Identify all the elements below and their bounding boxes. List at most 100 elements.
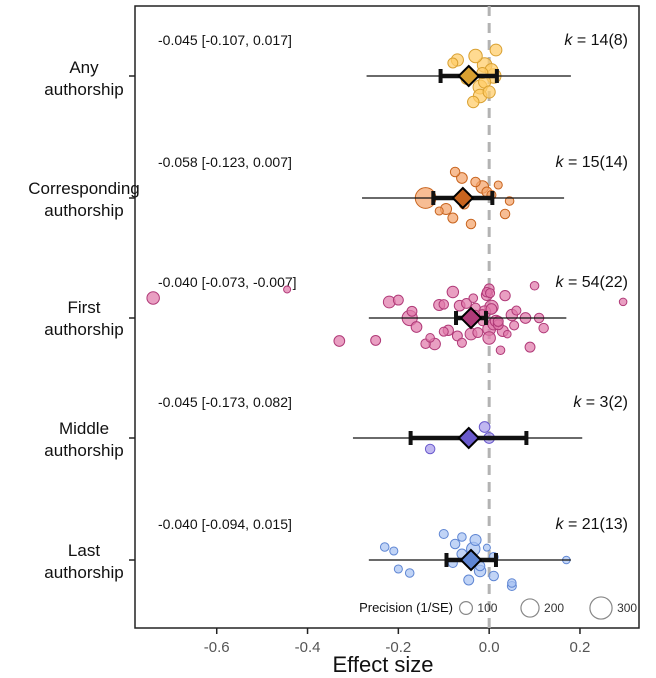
data-point bbox=[370, 334, 382, 346]
k-symbol: k bbox=[564, 32, 573, 49]
data-point bbox=[449, 538, 461, 550]
group-label-line2: authorship bbox=[44, 441, 123, 460]
data-point bbox=[538, 322, 549, 334]
data-point bbox=[485, 303, 498, 315]
k-text: k = 3(2) bbox=[573, 394, 628, 411]
data-point bbox=[499, 289, 511, 302]
data-point bbox=[404, 568, 415, 578]
data-point bbox=[392, 294, 404, 306]
group-label-line2: authorship bbox=[44, 201, 123, 220]
pooled-estimate-diamond bbox=[457, 426, 481, 450]
k-text: k = 21(13) bbox=[556, 516, 628, 533]
data-point bbox=[146, 291, 160, 305]
precision-legend: Precision (1/SE) 100 200 300 bbox=[359, 596, 637, 620]
k-symbol: k bbox=[573, 394, 582, 411]
data-point bbox=[424, 443, 436, 455]
x-tick-label: -0.6 bbox=[204, 639, 230, 656]
x-tick-label: 0.0 bbox=[479, 639, 500, 656]
data-point bbox=[438, 326, 449, 337]
data-point bbox=[438, 299, 450, 310]
group-label-line1: Corresponding bbox=[28, 179, 140, 198]
pooled-estimate-diamond bbox=[459, 306, 483, 330]
data-point bbox=[457, 532, 467, 542]
data-point bbox=[469, 533, 482, 547]
data-point bbox=[410, 321, 423, 333]
data-point bbox=[495, 345, 506, 356]
data-point bbox=[465, 218, 477, 230]
group-any: Any authorship -0.045 [-0.107, 0.017] k = 1… bbox=[44, 32, 628, 109]
data-point bbox=[379, 542, 390, 552]
legend-title: Precision (1/SE) bbox=[359, 600, 453, 615]
ci-text: -0.045 [-0.173, 0.082] bbox=[158, 394, 292, 410]
data-point bbox=[461, 297, 472, 309]
legend-size-circle bbox=[459, 600, 474, 615]
data-point bbox=[509, 320, 520, 331]
group-label-line1: First bbox=[67, 298, 100, 317]
data-point bbox=[478, 421, 491, 433]
ci-text: -0.045 [-0.107, 0.017] bbox=[158, 32, 292, 48]
ci-text: -0.058 [-0.123, 0.007] bbox=[158, 154, 292, 170]
groups-layer: Any authorship -0.045 [-0.107, 0.017] k = 1… bbox=[28, 32, 628, 592]
data-point bbox=[472, 327, 484, 339]
k-value: = 54(22) bbox=[564, 274, 628, 291]
legend-size-label: 100 bbox=[477, 601, 497, 615]
group-label-line2: authorship bbox=[44, 80, 123, 99]
x-tick-label: 0.2 bbox=[570, 639, 591, 656]
x-tick-label: -0.4 bbox=[295, 639, 321, 656]
data-point bbox=[456, 337, 467, 348]
legend-size-circle bbox=[589, 596, 613, 620]
data-point bbox=[511, 305, 522, 316]
data-point bbox=[283, 285, 292, 294]
data-point bbox=[468, 48, 483, 64]
data-point bbox=[529, 280, 540, 291]
data-point bbox=[618, 297, 628, 307]
group-first: First authorship -0.040 [-0.073, -0.007] k … bbox=[44, 274, 628, 356]
k-symbol: k bbox=[556, 516, 565, 533]
data-point bbox=[489, 43, 503, 57]
k-text: k = 54(22) bbox=[556, 274, 628, 291]
data-point bbox=[482, 85, 496, 99]
data-point bbox=[482, 331, 496, 345]
data-point bbox=[463, 574, 475, 586]
data-point bbox=[470, 176, 481, 188]
x-tick-label: -0.2 bbox=[385, 639, 411, 656]
data-point bbox=[503, 329, 512, 339]
group-middle: Middle authorship -0.045 [-0.173, 0.082] k … bbox=[44, 394, 628, 460]
data-point bbox=[482, 543, 491, 552]
data-point bbox=[456, 172, 468, 184]
data-point bbox=[447, 57, 459, 69]
group-label-line1: Last bbox=[68, 541, 100, 560]
k-value: = 14(8) bbox=[572, 32, 628, 49]
pooled-estimate-diamond bbox=[457, 64, 481, 88]
legend-size-circle bbox=[520, 598, 540, 618]
data-point bbox=[524, 341, 536, 353]
plot-background bbox=[134, 5, 640, 629]
data-point bbox=[488, 570, 499, 582]
data-point bbox=[333, 335, 346, 347]
group-label-line1: Any bbox=[69, 58, 99, 77]
k-value: = 15(14) bbox=[564, 154, 628, 171]
k-value: = 3(2) bbox=[581, 394, 628, 411]
x-axis: -0.6 -0.4 -0.2 0.0 0.2 bbox=[204, 628, 591, 656]
group-corresponding: Corresponding authorship -0.058 [-0.123, 0… bbox=[28, 154, 628, 230]
legend-size-label: 200 bbox=[544, 601, 564, 615]
pooled-estimate-diamond bbox=[451, 186, 475, 210]
group-label-line2: authorship bbox=[44, 563, 123, 582]
data-point bbox=[406, 305, 418, 317]
k-text: k = 14(8) bbox=[564, 32, 628, 49]
x-axis-title: Effect size bbox=[332, 652, 433, 677]
data-point bbox=[447, 212, 459, 224]
ci-text: -0.040 [-0.094, 0.015] bbox=[158, 516, 292, 532]
data-point bbox=[485, 288, 496, 299]
data-point bbox=[493, 180, 503, 190]
data-point bbox=[438, 528, 449, 540]
k-symbol: k bbox=[556, 274, 565, 291]
group-label-line2: authorship bbox=[44, 320, 123, 339]
data-point bbox=[499, 208, 511, 220]
data-point bbox=[393, 564, 403, 574]
data-point bbox=[507, 578, 517, 588]
k-value: = 21(13) bbox=[564, 516, 628, 533]
k-text: k = 15(14) bbox=[556, 154, 628, 171]
data-point bbox=[434, 206, 444, 216]
pooled-estimate-diamond bbox=[459, 548, 483, 572]
